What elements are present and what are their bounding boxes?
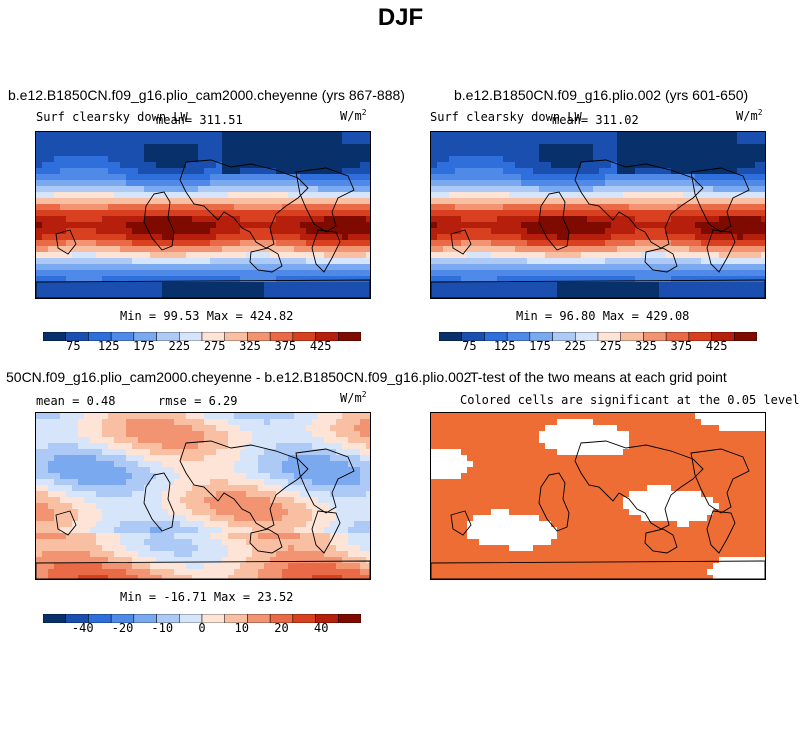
colorbar-tick-label: 275 [203, 339, 226, 353]
colorbar-tick-label: 225 [564, 339, 587, 353]
figure-title: DJF [377, 4, 424, 31]
colorbar-tick-label: 75 [66, 339, 81, 353]
colorbar-tick-label: 375 [670, 339, 693, 353]
panel2-variable-label: Surf clearsky down LW [430, 110, 582, 124]
panel1-units: W/m2 [340, 108, 367, 123]
panel2-mean-label: mean= 311.02 [552, 113, 639, 127]
colorbar-tick-label: -20 [111, 621, 134, 635]
colorbar-tick-label: 325 [635, 339, 657, 353]
colorbar-tick-label: 40 [314, 621, 329, 635]
colorbar-tick-label: -40 [71, 621, 94, 635]
panel1-map [35, 131, 371, 299]
colorbar-tick-label: 175 [529, 339, 551, 353]
panel1-colorbar [42, 328, 362, 342]
panel2-colorbar [438, 328, 758, 342]
colorbar-tick-label: -10 [151, 621, 174, 635]
colorbar-tick-label: 275 [599, 339, 622, 353]
colorbar-tick-label: 425 [705, 339, 728, 353]
colorbar-tick-label: 20 [274, 621, 289, 635]
colorbar-tick-label: 375 [274, 339, 297, 353]
panel1-minmax: Min = 99.53 Max = 424.82 [120, 309, 294, 323]
colorbar-tick-label: 125 [493, 339, 516, 353]
panel2-map [430, 131, 766, 299]
panel2-units: W/m2 [736, 108, 763, 123]
panel4-subtitle: Colored cells are significant at the 0.0… [460, 393, 800, 407]
colorbar-tick-label: 175 [133, 339, 155, 353]
panel3-rmse: rmse = 6.29 [158, 394, 238, 408]
panel3-mean: mean = 0.48 [36, 394, 116, 408]
panel4-title: T-test of the two means at each grid poi… [470, 369, 727, 385]
panel4-map [430, 412, 766, 580]
colorbar-tick-label: 0 [198, 621, 206, 635]
panel1-mean-label: mean= 311.51 [156, 113, 243, 127]
panel2-title: b.e12.B1850CN.f09_g16.plio.002 (yrs 601-… [454, 87, 749, 103]
colorbar-tick-label: 425 [309, 339, 332, 353]
panel3-colorbar [42, 610, 362, 624]
panel3-title: 50CN.f09_g16.plio_cam2000.cheyenne - b.e… [6, 369, 472, 385]
colorbar-tick-label: 10 [234, 621, 249, 635]
colorbar-tick-label: 75 [462, 339, 477, 353]
panel3-map [35, 412, 371, 580]
colorbar-tick-label: 325 [239, 339, 261, 353]
panel3-minmax: Min = -16.71 Max = 23.52 [120, 590, 294, 604]
panel2-minmax: Min = 96.80 Max = 429.08 [516, 309, 690, 323]
colorbar-tick-label: 125 [97, 339, 120, 353]
colorbar-tick-label: 225 [168, 339, 191, 353]
panel1-variable-label: Surf clearsky down LW [36, 110, 188, 124]
panel3-units: W/m2 [340, 390, 367, 405]
panel1-title: b.e12.B1850CN.f09_g16.plio_cam2000.cheye… [8, 87, 405, 103]
